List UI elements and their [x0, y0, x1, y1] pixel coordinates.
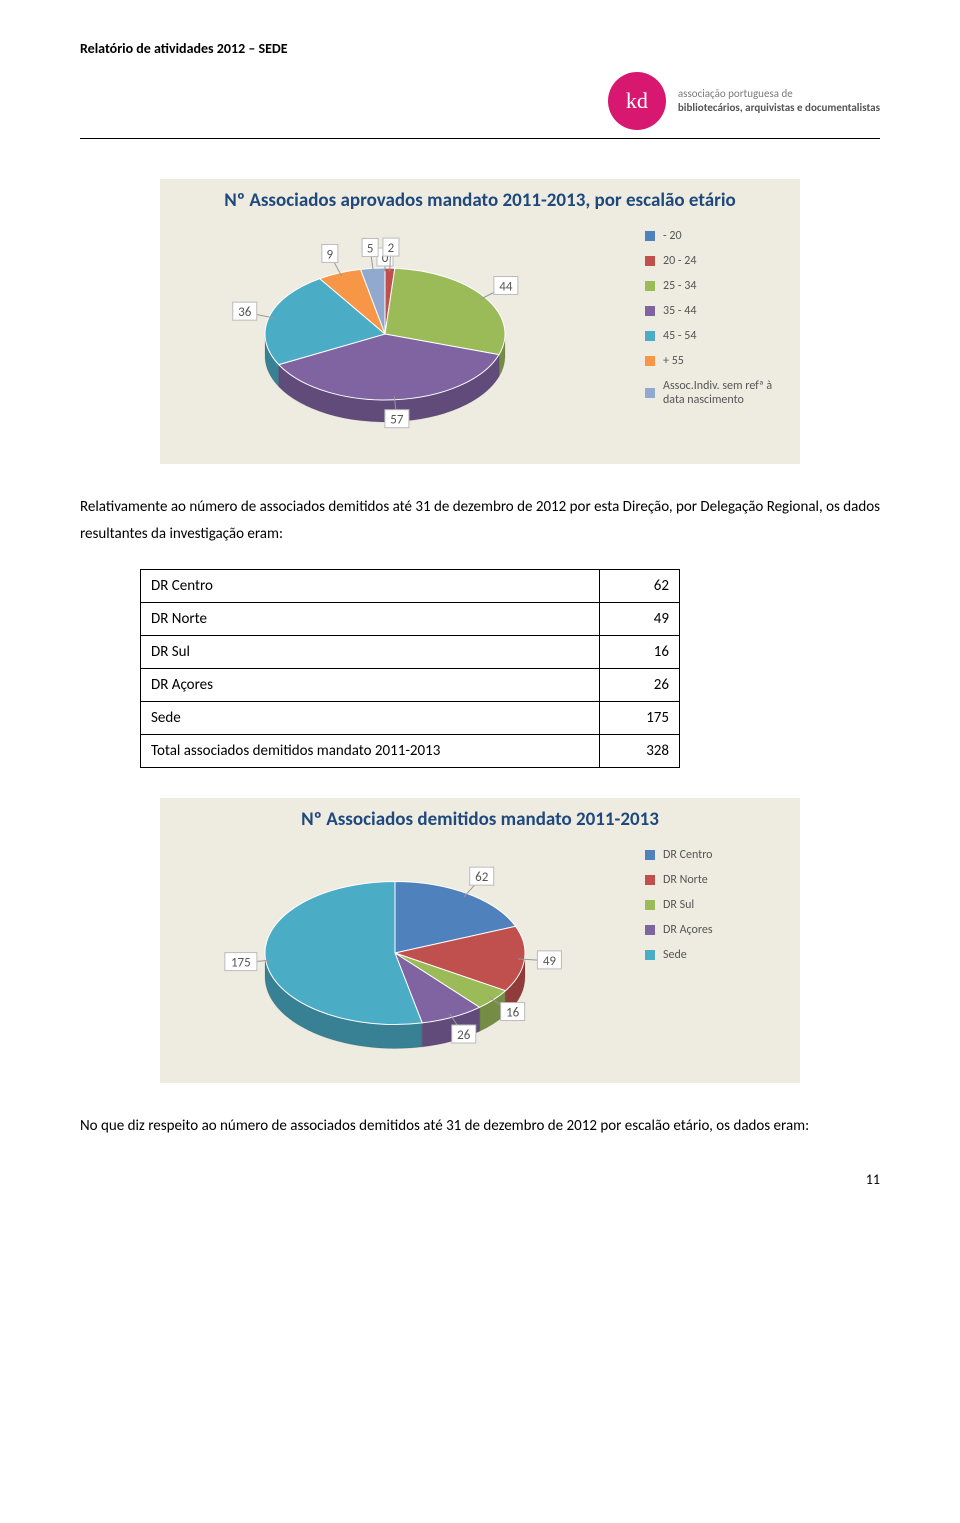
svg-text:62: 62	[475, 870, 489, 885]
legend-label: DR Açores	[663, 923, 713, 937]
table-row: DR Sul16	[141, 636, 680, 669]
legend-label: DR Centro	[663, 848, 713, 862]
table-row: DR Norte49	[141, 603, 680, 636]
page-header-title: Relatório de atividades 2012 – SEDE	[80, 40, 880, 57]
svg-text:36: 36	[238, 305, 252, 320]
chart1-legend: - 20 20 - 24 25 - 34 35 - 44 45 - 54 + 55 Asso…	[635, 214, 785, 418]
chart2-legend: DR Centro DR Norte DR Sul DR Açores Sede	[635, 833, 785, 973]
legend-item: DR Açores	[645, 923, 785, 937]
chart-approved-members: Nº Associados aprovados mandato 2011-201…	[160, 179, 800, 464]
legend-label: + 55	[663, 354, 684, 368]
brand-line2: bibliotecários, arquivistas e documental…	[678, 101, 880, 115]
page-number: 11	[80, 1171, 880, 1188]
svg-text:5: 5	[367, 241, 374, 256]
legend-label: Sede	[663, 948, 687, 962]
legend-item: DR Norte	[645, 873, 785, 887]
legend-item: + 55	[645, 354, 785, 368]
table-cell-value: 49	[600, 603, 680, 636]
chart1-title: Nº Associados aprovados mandato 2011-201…	[175, 189, 785, 214]
legend-swatch	[645, 875, 655, 885]
table-cell-label: Total associados demitidos mandato 2011-…	[141, 735, 600, 768]
header-divider	[80, 138, 880, 139]
legend-swatch	[645, 900, 655, 910]
brand-line1: associação portuguesa de	[678, 87, 880, 101]
table-cell-value: 26	[600, 669, 680, 702]
legend-item: 45 - 54	[645, 329, 785, 343]
legend-swatch	[645, 356, 655, 366]
table-cell-value: 62	[600, 570, 680, 603]
legend-item: 25 - 34	[645, 279, 785, 293]
legend-item: Sede	[645, 948, 785, 962]
legend-item: 20 - 24	[645, 254, 785, 268]
table-row: Total associados demitidos mandato 2011-…	[141, 735, 680, 768]
legend-swatch	[645, 231, 655, 241]
legend-label: - 20	[663, 229, 682, 243]
legend-item: - 20	[645, 229, 785, 243]
legend-item: DR Sul	[645, 898, 785, 912]
legend-label: 35 - 44	[663, 304, 696, 318]
legend-item: 35 - 44	[645, 304, 785, 318]
legend-swatch	[645, 850, 655, 860]
svg-text:175: 175	[231, 955, 251, 970]
table-row: DR Centro62	[141, 570, 680, 603]
paragraph-intro-age: No que diz respeito ao número de associa…	[80, 1113, 880, 1141]
legend-label: 20 - 24	[663, 254, 696, 268]
chart1-plot: 0244573695	[175, 214, 635, 444]
svg-text:49: 49	[543, 954, 557, 969]
svg-text:9: 9	[327, 247, 334, 262]
legend-swatch	[645, 331, 655, 341]
table-cell-value: 175	[600, 702, 680, 735]
table-cell-label: Sede	[141, 702, 600, 735]
table-cell-label: DR Norte	[141, 603, 600, 636]
legend-item: DR Centro	[645, 848, 785, 862]
legend-label: 25 - 34	[663, 279, 696, 293]
legend-label: Assoc.Indiv. sem refª à data nascimento	[663, 379, 785, 407]
table-cell-label: DR Açores	[141, 669, 600, 702]
table-cell-label: DR Centro	[141, 570, 600, 603]
brand-text: associação portuguesa de bibliotecários,…	[678, 87, 880, 116]
table-demitted-by-region: DR Centro62DR Norte49DR Sul16DR Açores26…	[140, 569, 680, 768]
svg-text:44: 44	[499, 279, 513, 294]
legend-swatch	[645, 281, 655, 291]
table-row: DR Açores26	[141, 669, 680, 702]
legend-label: DR Sul	[663, 898, 694, 912]
svg-text:57: 57	[390, 412, 404, 427]
brand-logo-row: kd associação portuguesa de bibliotecári…	[80, 72, 880, 130]
chart-demitted-members: Nº Associados demitidos mandato 2011-201…	[160, 798, 800, 1083]
paragraph-intro-demitted: Relativamente ao número de associados de…	[80, 494, 880, 550]
legend-item: Assoc.Indiv. sem refª à data nascimento	[645, 379, 785, 407]
table-cell-label: DR Sul	[141, 636, 600, 669]
legend-swatch	[645, 306, 655, 316]
chart2-plot: 62 49 16 26 175	[175, 833, 635, 1063]
legend-swatch	[645, 388, 655, 398]
svg-text:16: 16	[506, 1005, 520, 1020]
brand-logo-icon: kd	[608, 72, 666, 130]
legend-swatch	[645, 925, 655, 935]
brand-logo-glyph: kd	[626, 88, 648, 114]
table-row: Sede175	[141, 702, 680, 735]
svg-text:2: 2	[388, 241, 395, 256]
svg-text:26: 26	[457, 1028, 471, 1043]
legend-swatch	[645, 256, 655, 266]
table-cell-value: 328	[600, 735, 680, 768]
legend-label: DR Norte	[663, 873, 708, 887]
chart2-title: Nº Associados demitidos mandato 2011-201…	[175, 808, 785, 833]
table-cell-value: 16	[600, 636, 680, 669]
legend-label: 45 - 54	[663, 329, 696, 343]
legend-swatch	[645, 950, 655, 960]
